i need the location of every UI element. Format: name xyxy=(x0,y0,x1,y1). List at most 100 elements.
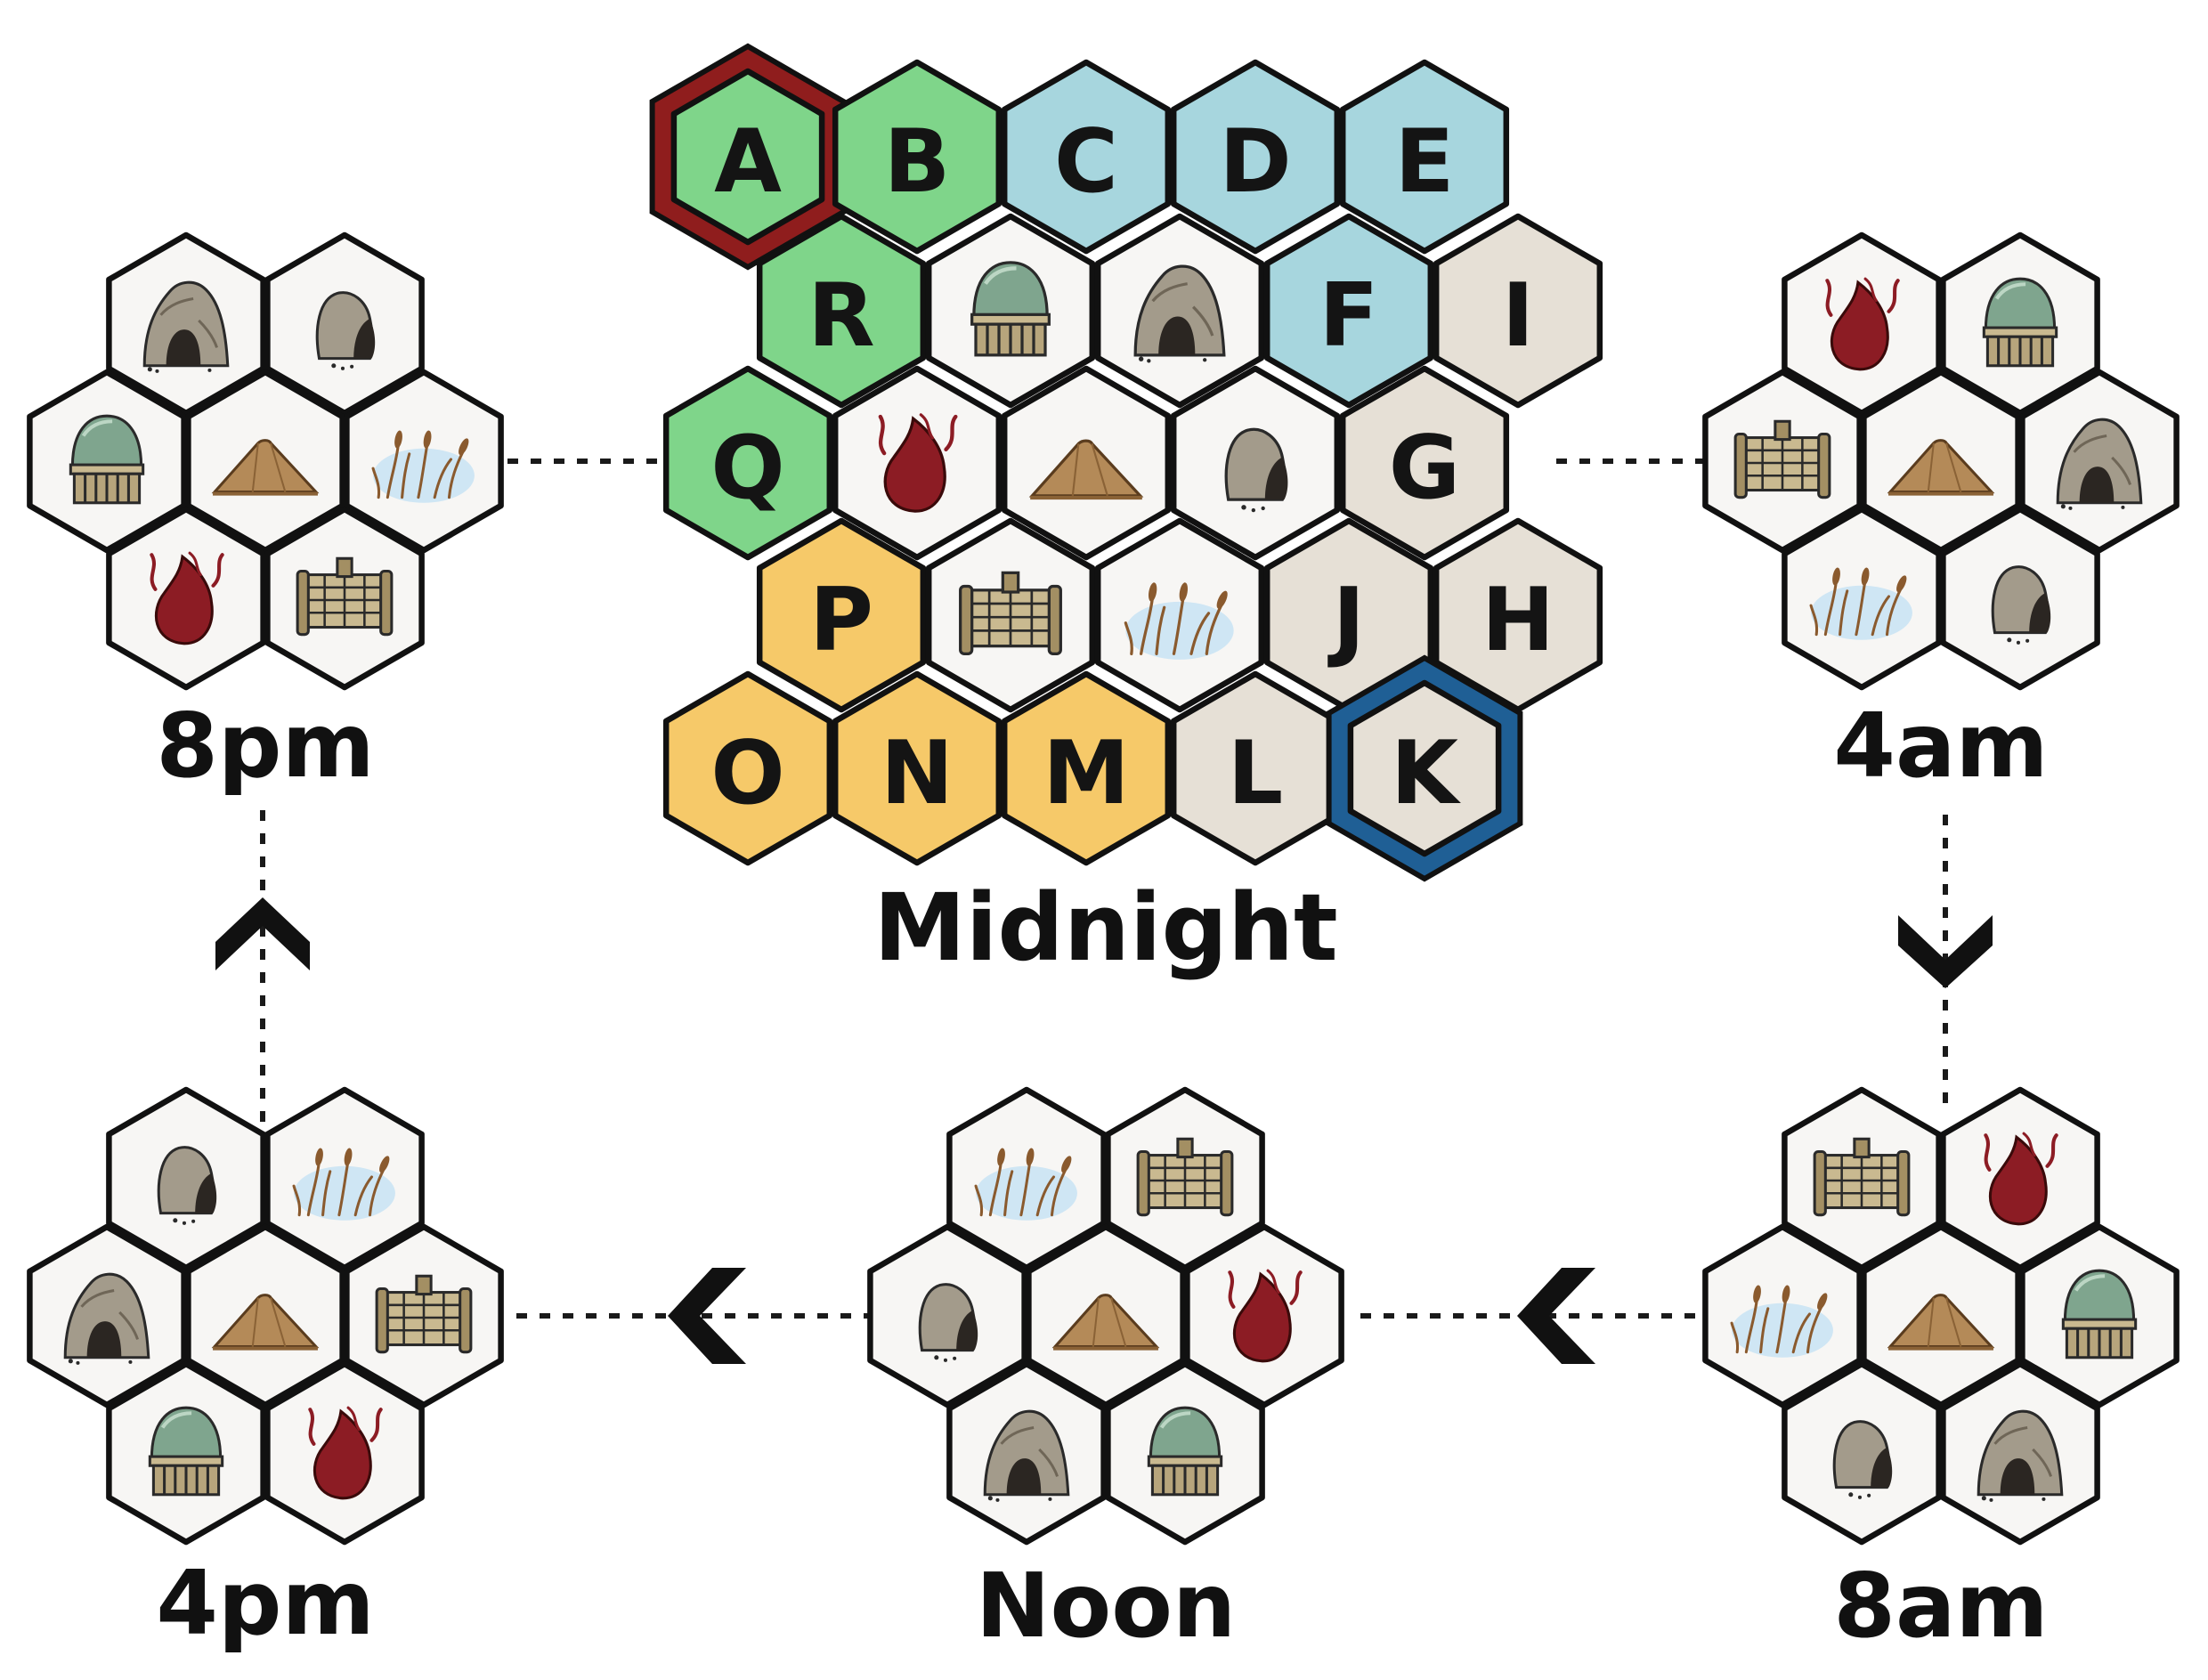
cluster-hex xyxy=(1782,231,1942,417)
hex-cell-j: J xyxy=(1263,517,1434,713)
hex-cell-m: M xyxy=(1001,670,1172,866)
cell-label: M xyxy=(1043,723,1130,824)
cluster-hex xyxy=(867,1223,1027,1408)
time-label: Noon xyxy=(976,1554,1236,1658)
hex-cell-c: C xyxy=(1001,59,1172,255)
cluster-hex xyxy=(2019,369,2180,554)
cluster-hex xyxy=(106,231,266,417)
cluster-hex xyxy=(1184,1223,1344,1408)
cell-label: L xyxy=(1228,723,1283,824)
cluster-hex xyxy=(1940,506,2100,691)
arrow-down-icon xyxy=(1898,915,1993,988)
cluster-hex xyxy=(106,506,266,691)
cluster-hex xyxy=(344,369,504,554)
arrow-up-icon xyxy=(215,897,310,970)
hex-cell xyxy=(1094,213,1265,409)
cell-label: N xyxy=(881,723,954,824)
cluster-hex xyxy=(1940,231,2100,417)
cluster-hex xyxy=(1940,1360,2100,1546)
dome-hut-icon xyxy=(972,263,1050,355)
cell-label: J xyxy=(1327,570,1365,671)
cluster-hex xyxy=(1702,1223,1863,1408)
cell-label: G xyxy=(1389,418,1460,519)
cluster-hex xyxy=(1026,1223,1186,1408)
hex-cell xyxy=(1094,517,1265,713)
cluster-hex xyxy=(106,1086,266,1271)
hex-cell-o: O xyxy=(662,670,833,866)
cell-label: H xyxy=(1481,570,1555,671)
cluster-hex xyxy=(185,1223,345,1408)
hex-cell-g: G xyxy=(1339,365,1510,561)
grid-caption: Midnight xyxy=(873,873,1337,982)
time-clusters: 8pm 4am 8am Noon 4pm xyxy=(27,231,2180,1658)
cluster-hex xyxy=(1861,1223,2021,1408)
cluster-noon: Noon xyxy=(867,1086,1344,1658)
arrow-left-icon xyxy=(1517,1268,1595,1364)
dome-hut-icon xyxy=(70,416,142,503)
cluster-hex xyxy=(946,1360,1107,1546)
dome-hut-icon xyxy=(1984,279,2056,366)
hex-cell-e: E xyxy=(1339,59,1510,255)
hex-cell-n: N xyxy=(832,670,1003,866)
cell-label: E xyxy=(1395,111,1455,213)
cluster-4pm: 4pm xyxy=(27,1086,504,1655)
arrow-left-icon xyxy=(668,1268,746,1364)
hex-cell xyxy=(1001,365,1172,561)
hex-cell-d: D xyxy=(1170,59,1341,255)
cell-label: O xyxy=(710,723,784,824)
hex-cell-a: A xyxy=(670,68,825,246)
hex-cell-r: R xyxy=(756,213,927,409)
cell-label: D xyxy=(1219,111,1291,213)
hex-cell-f: F xyxy=(1263,213,1434,409)
hex-cell xyxy=(925,517,1096,713)
cell-label: P xyxy=(809,570,873,671)
time-label: 4am xyxy=(1833,694,2048,798)
cluster-8pm: 8pm xyxy=(27,231,504,798)
cluster-hex xyxy=(1940,1086,2100,1271)
cluster-hex xyxy=(1105,1360,1265,1546)
hex-cell xyxy=(1170,365,1341,561)
midnight-grid: A B C D E R F I Q G P J H O N M L K xyxy=(649,43,1603,882)
cluster-hex xyxy=(264,1086,425,1271)
cluster-8am: 8am xyxy=(1702,1086,2180,1658)
cluster-hex xyxy=(1782,1086,1942,1271)
cluster-hex xyxy=(27,369,187,554)
cluster-hex xyxy=(1702,369,1863,554)
cell-label: I xyxy=(1502,265,1534,367)
dome-hut-icon xyxy=(150,1408,222,1495)
cluster-4am: 4am xyxy=(1702,231,2180,798)
cluster-hex xyxy=(1861,369,2021,554)
cluster-hex xyxy=(264,231,425,417)
cluster-hex xyxy=(185,369,345,554)
time-label: 4pm xyxy=(156,1551,374,1655)
dome-hut-icon xyxy=(1149,1408,1221,1495)
cell-label: R xyxy=(808,265,874,367)
cycle-arrows xyxy=(215,897,1993,1364)
hex-cell xyxy=(925,213,1096,409)
hex-cell-b: B xyxy=(832,59,1003,255)
cluster-hex xyxy=(264,1360,425,1546)
cluster-hex xyxy=(106,1360,266,1546)
dome-hut-icon xyxy=(2063,1270,2135,1358)
cluster-hex xyxy=(1105,1086,1265,1271)
hex-cell-i: I xyxy=(1433,213,1603,409)
cell-label: F xyxy=(1319,265,1379,367)
hex-cell-k: K xyxy=(1347,679,1502,857)
cluster-hex xyxy=(344,1223,504,1408)
time-label: 8am xyxy=(1833,1554,2048,1658)
cluster-hex xyxy=(1782,1360,1942,1546)
cell-label: K xyxy=(1391,723,1461,824)
cell-label: C xyxy=(1054,111,1118,213)
cell-label: B xyxy=(884,111,951,213)
time-label: 8pm xyxy=(156,694,374,798)
hex-cell-h: H xyxy=(1433,517,1603,713)
cell-label: Q xyxy=(710,418,784,519)
hex-cell-p: P xyxy=(756,517,927,713)
cluster-hex xyxy=(1782,506,1942,691)
hex-cell xyxy=(832,365,1003,561)
cluster-hex xyxy=(2019,1223,2180,1408)
hex-cell-l: L xyxy=(1170,670,1341,866)
cluster-hex xyxy=(946,1086,1107,1271)
cluster-hex xyxy=(27,1223,187,1408)
